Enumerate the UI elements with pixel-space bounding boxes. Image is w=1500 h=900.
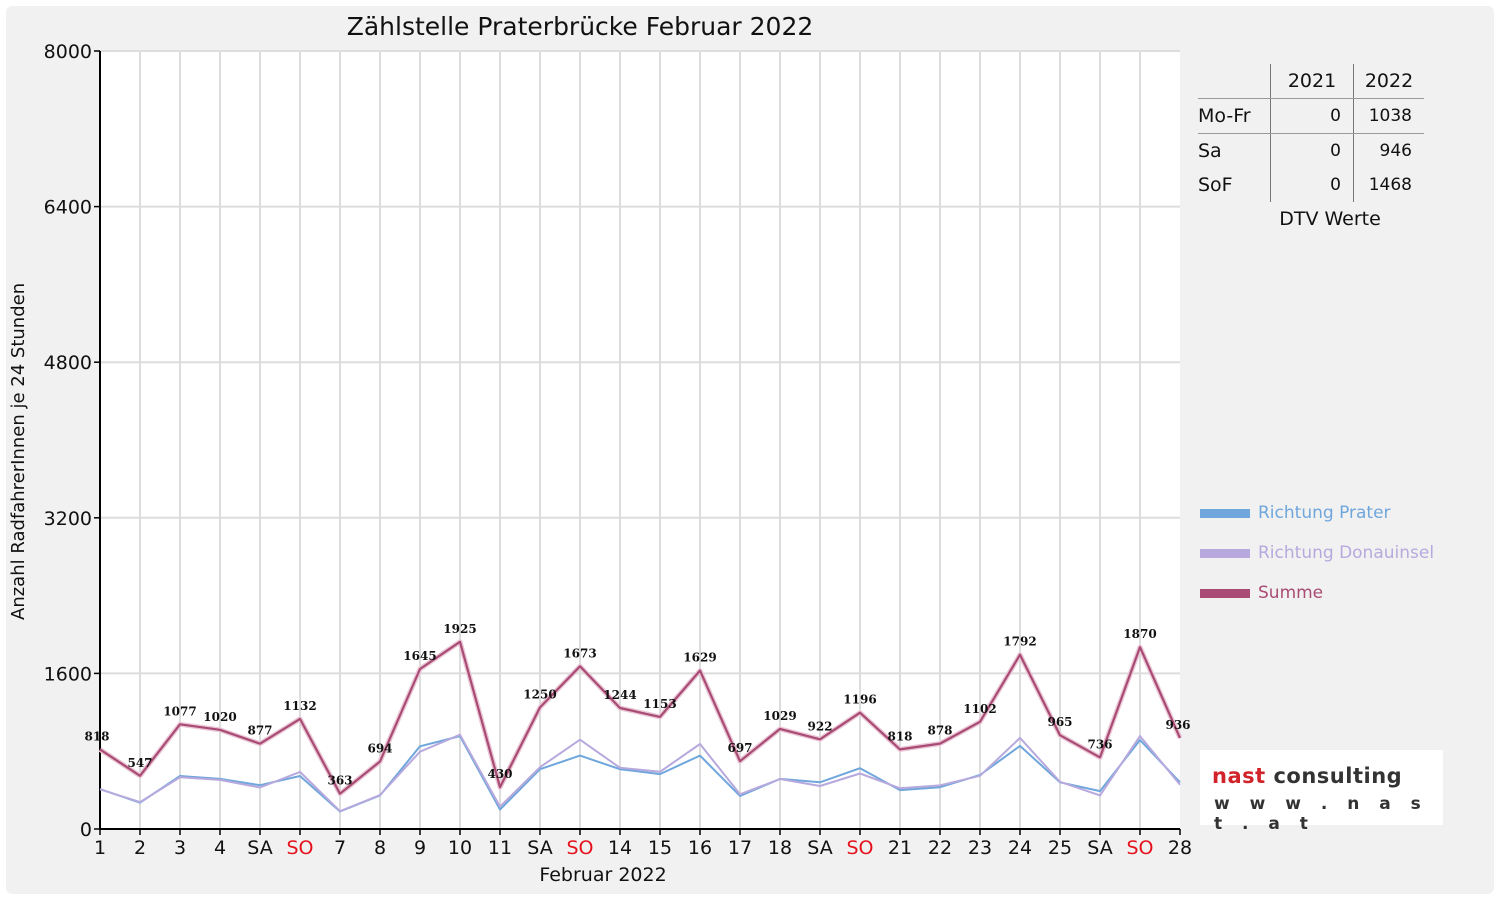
data-label: 878 — [927, 724, 952, 738]
dtv-table: 2021 2022 Mo-Fr 0 1038 Sa 0 946 SoF 0 14… — [1198, 64, 1424, 230]
x-tick-label: 11 — [488, 837, 512, 859]
y-tick-label: 0 — [80, 819, 92, 841]
legend-item-summe: Summe — [1200, 573, 1434, 613]
company-logo: nast consulting w w w . n a s t . a t — [1200, 750, 1443, 834]
x-tick-label: 17 — [728, 837, 752, 859]
x-tick-label: 9 — [414, 837, 426, 859]
x-tick-label: SA — [1087, 837, 1112, 859]
data-label: 1673 — [563, 646, 596, 660]
legend-label: Richtung Prater — [1258, 503, 1391, 523]
data-label: 1196 — [843, 693, 876, 707]
data-label: 1132 — [283, 699, 316, 713]
chart-title: Zählstelle Praterbrücke Februar 2022 — [346, 12, 814, 41]
dtv-year-2021: 2021 — [1270, 64, 1354, 99]
x-tick-label: 2 — [134, 837, 146, 859]
dtv-row-label: Mo-Fr — [1198, 98, 1271, 134]
legend-swatch — [1200, 508, 1250, 518]
x-tick-label: 25 — [1048, 837, 1072, 859]
dtv-caption: DTV Werte — [1279, 208, 1381, 230]
x-tick-label: 21 — [888, 837, 912, 859]
data-label: 1102 — [963, 702, 996, 716]
x-tick-label: 22 — [928, 837, 952, 859]
dtv-row-label: Sa — [1198, 133, 1271, 168]
y-tick-label: 4800 — [44, 352, 92, 374]
data-label: 697 — [727, 741, 752, 755]
data-label: 363 — [327, 774, 352, 788]
legend-label: Richtung Donauinsel — [1258, 543, 1435, 563]
dtv-value-2022: 1038 — [1353, 98, 1424, 134]
x-tick-label: 28 — [1168, 837, 1192, 859]
x-tick-label: 14 — [608, 837, 632, 859]
x-tick-label: 16 — [688, 837, 712, 859]
x-tick-label: 4 — [214, 837, 226, 859]
legend-swatch — [1200, 548, 1250, 558]
x-tick-label: 15 — [648, 837, 672, 859]
logo-wordmark: nast consulting — [1212, 764, 1403, 788]
legend: Richtung Prater Richtung Donauinsel Summ… — [1200, 493, 1434, 613]
data-label: 1925 — [443, 622, 476, 636]
x-tick-label: SO — [286, 837, 313, 859]
legend-swatch — [1200, 588, 1250, 598]
x-tick-label: SO — [1126, 837, 1153, 859]
data-label: 936 — [1165, 718, 1190, 732]
series-line — [99, 640, 1182, 795]
dtv-value-2022: 946 — [1379, 141, 1412, 161]
data-label: 1153 — [643, 697, 676, 711]
legend-label: Summe — [1258, 583, 1324, 603]
data-label: 818 — [887, 729, 912, 743]
x-tick-label: SO — [566, 837, 593, 859]
x-tick-label: 7 — [334, 837, 346, 859]
x-tick-label: 24 — [1008, 837, 1032, 859]
data-label: 1870 — [1123, 627, 1156, 641]
data-label: 922 — [807, 719, 832, 733]
plot-background — [100, 51, 1180, 829]
data-label: 1792 — [1003, 635, 1036, 649]
logo-url: w w w . n a s t . a t — [1214, 794, 1428, 834]
y-axis-label: Anzahl RadfahrerInnen je 24 Stunden — [8, 282, 29, 620]
dtv-value-2021: 0 — [1270, 168, 1354, 202]
x-tick-label: 23 — [968, 837, 992, 859]
data-label: 736 — [1087, 737, 1112, 751]
data-label: 1250 — [523, 687, 556, 701]
x-tick-label: SA — [247, 837, 272, 859]
x-tick-label: 18 — [768, 837, 792, 859]
y-tick-label: 8000 — [44, 41, 92, 63]
x-tick-label: SA — [807, 837, 832, 859]
data-label: 1029 — [763, 709, 796, 723]
data-label: 1645 — [403, 649, 436, 663]
legend-item-donauinsel: Richtung Donauinsel — [1200, 533, 1434, 573]
x-tick-label: 10 — [448, 837, 472, 859]
series-line — [99, 733, 1181, 813]
data-label: 694 — [367, 742, 392, 756]
x-tick-label: SO — [846, 837, 873, 859]
data-label: 1020 — [203, 710, 236, 724]
dtv-row-label: SoF — [1198, 168, 1271, 202]
y-tick-label: 3200 — [44, 508, 92, 530]
data-label: 965 — [1047, 715, 1072, 729]
x-tick-label: SA — [527, 837, 552, 859]
dtv-value-2021: 0 — [1270, 133, 1354, 168]
dtv-value-2021: 0 — [1270, 98, 1354, 134]
data-label: 818 — [84, 729, 109, 743]
data-label: 1629 — [683, 651, 716, 665]
data-label: 877 — [247, 724, 272, 738]
y-tick-label: 6400 — [44, 197, 92, 219]
data-label: 1244 — [603, 688, 636, 702]
legend-item-prater: Richtung Prater — [1200, 493, 1434, 533]
data-label: 1077 — [163, 704, 196, 718]
x-tick-label: 1 — [94, 837, 106, 859]
data-label: 547 — [127, 756, 152, 770]
y-tick-label: 1600 — [44, 663, 92, 685]
dtv-year-2022: 2022 — [1353, 64, 1424, 99]
x-tick-label: 3 — [174, 837, 186, 859]
data-label: 430 — [487, 767, 512, 781]
dtv-corner — [1198, 64, 1271, 99]
dtv-value-2022: 1468 — [1368, 175, 1412, 195]
x-axis-label: Februar 2022 — [539, 864, 667, 886]
x-tick-label: 8 — [374, 837, 386, 859]
